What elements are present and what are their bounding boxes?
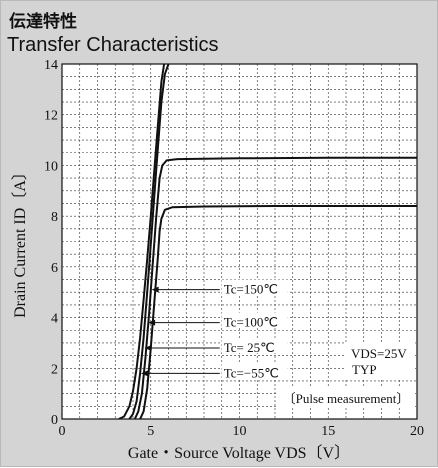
series-line	[118, 64, 166, 419]
pulse-annotation: 〔Pulse measurement〕	[283, 391, 410, 406]
y-tick-label: 12	[44, 109, 58, 124]
y-axis-label: Drain Current ID〔A〕	[11, 164, 29, 318]
series-label: Tc= 25℃	[224, 340, 275, 355]
series-line	[133, 156, 417, 419]
series-line	[139, 205, 417, 419]
vds-annotation: VDS=25V	[351, 346, 407, 361]
x-axis-label: Gate・Source Voltage VDS〔V〕	[128, 444, 350, 462]
pulse-box	[277, 387, 415, 407]
x-tick-label: 20	[410, 424, 424, 439]
series-label-bg	[221, 279, 288, 295]
series-leader-arrow	[144, 345, 152, 351]
grid	[62, 64, 417, 419]
tick-labels: 0 5 10 15 20 0 2 4 6 8 10 12 14	[44, 58, 424, 439]
series-lines	[118, 64, 417, 419]
series-label-bg	[221, 338, 288, 353]
typ-annotation: TYP	[352, 362, 377, 377]
y-tick-label: 8	[51, 210, 58, 225]
x-tick-label: 5	[147, 424, 154, 439]
y-tick-label: 14	[44, 58, 58, 73]
y-tick-label: 4	[51, 312, 58, 327]
series-leader-arrow	[140, 370, 148, 377]
y-tick-label: 10	[44, 159, 58, 174]
series-labels: Tc=150℃ Tc=100℃ Tc= 25℃ Tc=−55℃	[140, 279, 288, 380]
series-label: Tc=−55℃	[224, 365, 279, 380]
chart-title-en: Transfer Characteristics	[7, 34, 219, 56]
vds-typ-box	[345, 342, 415, 378]
y-tick-label: 6	[51, 261, 58, 276]
x-tick-label: 0	[59, 424, 66, 439]
x-tick-label: 15	[321, 424, 335, 439]
series-label: Tc=100℃	[224, 315, 278, 330]
series-leader-arrow	[151, 286, 159, 293]
y-tick-label: 2	[51, 362, 58, 377]
series-label-bg	[221, 363, 288, 379]
series-line	[128, 64, 170, 419]
x-tick-label: 10	[233, 424, 247, 439]
y-tick-label: 0	[51, 413, 58, 428]
chart-title-jp: 伝達特性	[9, 12, 77, 32]
series-label: Tc=150℃	[224, 282, 278, 297]
series-label-bg	[221, 312, 288, 328]
series-leader-arrow	[148, 319, 156, 326]
